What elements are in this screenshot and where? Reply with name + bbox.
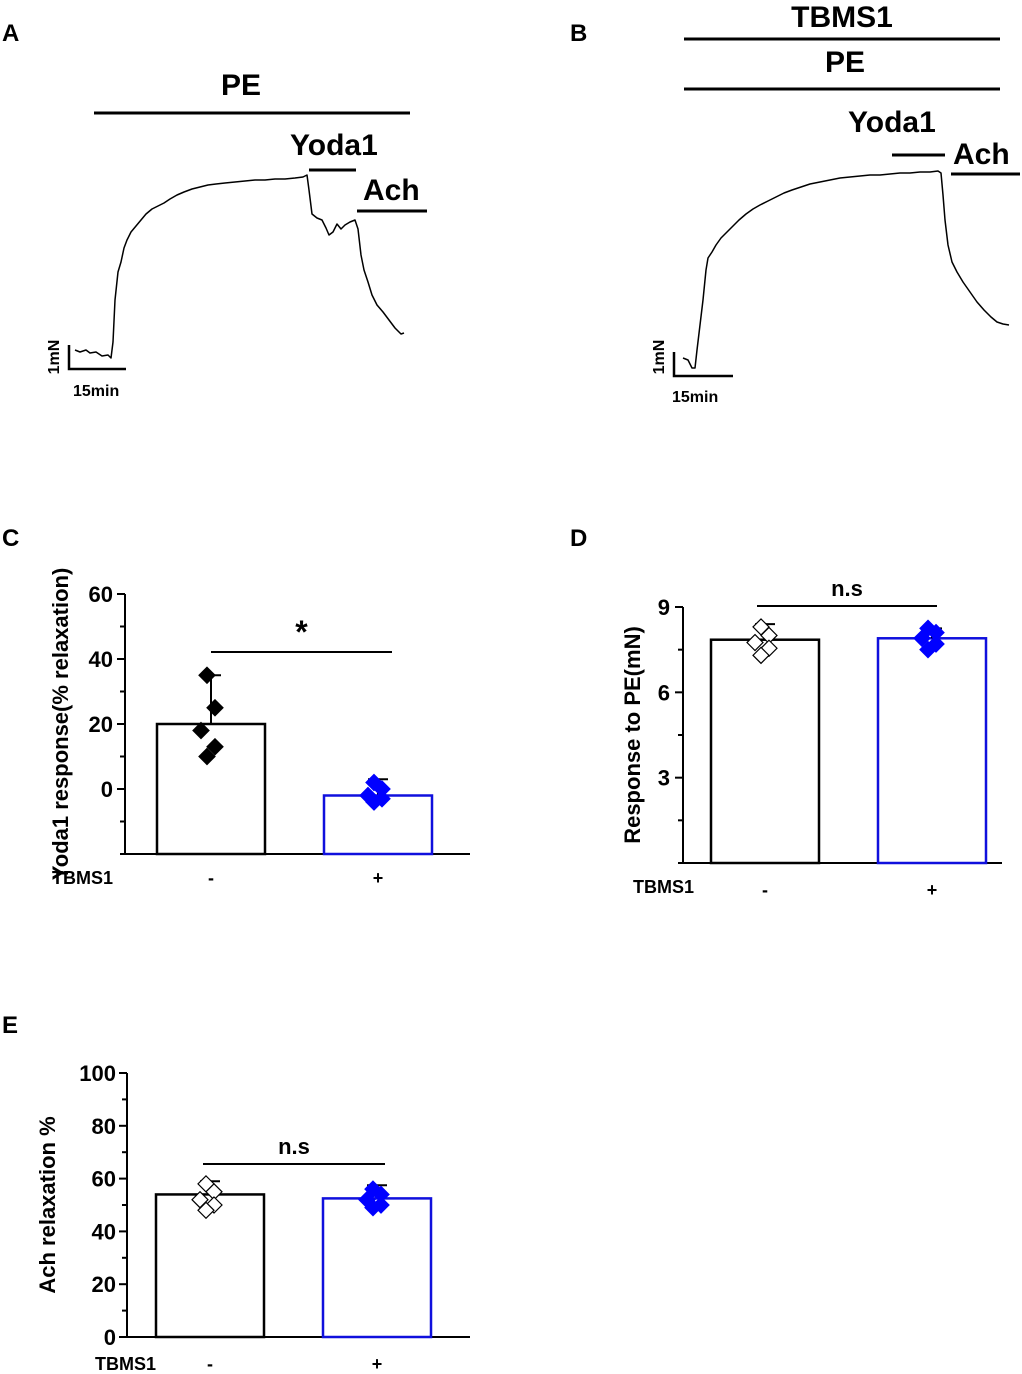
scale-bar-a: 1mN 15min xyxy=(46,340,126,400)
scale-y-label-b: 1mN xyxy=(651,340,668,375)
data-point-d xyxy=(752,646,770,665)
y-tick-label-d: 3 xyxy=(658,766,670,791)
y-tick-label-e: 40 xyxy=(92,1219,116,1244)
panel-c: C 0 20 40 60 Yoda1 response(% relaxation) - + T… xyxy=(2,525,470,888)
data-point-d xyxy=(746,633,764,652)
y-tick-label-c: 0 xyxy=(101,777,113,802)
panel-label-a: A xyxy=(2,20,19,47)
force-trace-b xyxy=(682,170,1010,369)
y-axis-label-e: Ach relaxation % xyxy=(35,1116,60,1293)
panel-label-d: D xyxy=(570,525,587,552)
scale-bar-b: 1mN 15min xyxy=(651,340,733,406)
data-point-e xyxy=(364,1198,382,1217)
data-point-c xyxy=(206,737,224,756)
force-trace-a xyxy=(74,174,405,359)
tbms-label-b: TBMS1 xyxy=(791,1,893,34)
data-point-c xyxy=(198,666,216,685)
category-label-e: - xyxy=(207,1354,213,1374)
data-point-c xyxy=(198,747,216,766)
panel-d: D 3 6 9 Response to PE(mN) - + TBMS1 n.s xyxy=(570,525,1002,900)
y-axis-label-c: Yoda1 response(% relaxation) xyxy=(48,568,73,881)
category-label-e: + xyxy=(372,1354,383,1374)
panel-b: B TBMS1 PE Yoda1 Ach 1mN 15min xyxy=(570,1,1020,406)
category-label-c: - xyxy=(208,868,214,888)
y-tick-label-e: 0 xyxy=(104,1325,116,1350)
data-point-c xyxy=(206,698,224,717)
scale-y-label-a: 1mN xyxy=(46,340,63,375)
panel-label-b: B xyxy=(570,20,587,47)
significance-label-c: * xyxy=(295,614,308,650)
y-tick-label-e: 60 xyxy=(92,1167,116,1192)
ach-label-b: Ach xyxy=(953,138,1010,171)
y-tick-label-d: 6 xyxy=(658,680,670,705)
data-point-d xyxy=(919,640,937,659)
yoda-label-b: Yoda1 xyxy=(848,106,936,139)
y-tick-label-c: 60 xyxy=(89,582,113,607)
category-label-d: - xyxy=(762,880,768,900)
bar-d-tbms1 xyxy=(876,637,988,865)
category-label-c: + xyxy=(373,868,384,888)
pe-label-b: PE xyxy=(825,46,865,79)
y-tick-label-e: 100 xyxy=(79,1061,116,1086)
row-label-d: TBMS1 xyxy=(633,877,694,897)
category-label-d: + xyxy=(927,880,938,900)
data-point-d xyxy=(913,629,931,648)
row-label-e: TBMS1 xyxy=(95,1354,156,1374)
pe-label-a: PE xyxy=(221,69,261,102)
row-label-c: TBMS1 xyxy=(52,868,113,888)
ach-label-a: Ach xyxy=(363,174,420,207)
y-axis-label-d: Response to PE(mN) xyxy=(620,626,645,844)
significance-label-e: n.s xyxy=(278,1134,310,1159)
data-point-c xyxy=(192,721,210,740)
y-tick-label-c: 20 xyxy=(89,712,113,737)
panel-label-e: E xyxy=(2,1012,18,1039)
scale-x-label-b: 15min xyxy=(672,389,718,406)
yoda-label-a: Yoda1 xyxy=(290,129,378,162)
panel-label-c: C xyxy=(2,525,19,552)
data-point-c xyxy=(365,793,383,811)
y-tick-label-d: 9 xyxy=(658,595,670,620)
y-tick-label-e: 80 xyxy=(92,1114,116,1139)
bar-e-control xyxy=(154,1193,266,1339)
panel-a: A PE Yoda1 Ach 1mN 15min xyxy=(2,20,427,400)
panel-e: E 0 20 40 60 80 100 Ach relaxation % - + TBMS1 n.s xyxy=(2,1012,470,1374)
y-tick-label-e: 20 xyxy=(92,1272,116,1297)
scale-x-label-a: 15min xyxy=(73,383,119,400)
data-point-e xyxy=(197,1201,215,1220)
y-tick-label-c: 40 xyxy=(89,647,113,672)
bar-d-control xyxy=(709,638,821,865)
significance-label-d: n.s xyxy=(831,576,863,601)
bar-e-tbms1 xyxy=(321,1197,433,1339)
